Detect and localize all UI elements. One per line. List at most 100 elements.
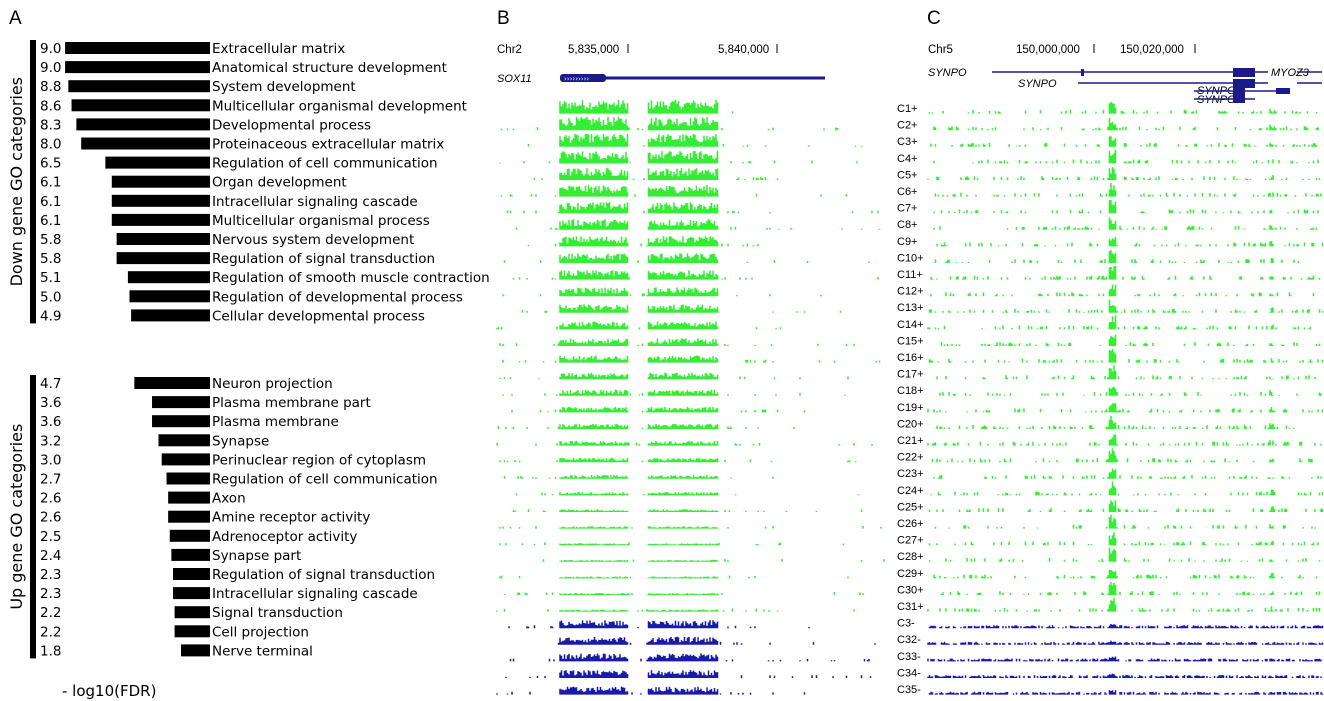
bar [172,568,210,580]
bar [174,625,210,638]
bar [116,252,210,265]
category-label: Regulation of cell communication [212,156,438,172]
coverage-track-plus [502,389,846,396]
bar [172,587,210,600]
value-label: 5.1 [40,270,61,286]
coverage-track-plus [511,406,806,413]
gene-label-c-2: SYNPO [1018,78,1057,90]
coverage-track-plus [497,423,795,429]
value-label: 6.1 [40,175,61,191]
bar [71,99,210,112]
coverage-track-plus [503,592,864,595]
coverage-track-minus [496,686,806,695]
gene-exon-c-2 [1081,69,1084,76]
coverage-track-plus [933,149,1319,164]
category-label: Anatomical structure development [212,60,447,76]
gene-label-b: SOX11 [497,73,532,85]
coverage-track-plus [503,475,774,479]
track-label: C13+ [897,302,924,314]
coverage-track-plus [930,265,1321,280]
coverage-track-plus [940,582,1321,595]
track-label: C30+ [897,584,924,596]
group-bracket [30,40,36,324]
bar [65,61,210,74]
category-label: Synapse [212,433,269,449]
coverage-track-plus [939,386,1322,396]
tick-label-b-2: 5,840,000 [718,44,769,56]
category-label: Multicellular organismal development [212,98,467,114]
group-title: Down gene GO categories [7,77,26,286]
coverage-track-minus [928,624,1324,629]
coverage-track-plus [936,236,1324,247]
bar [152,415,210,428]
track-label: C9+ [897,236,918,248]
panel-b-tracks [496,99,885,695]
coverage-track-plus [542,558,885,562]
bar [111,213,210,226]
track-label: C5+ [897,169,918,181]
coverage-track-plus [933,200,1319,214]
track-label: C31+ [897,601,924,613]
gene-exon-c-6 [1233,95,1245,103]
panel-c-header: Chr5 150,000,000 150,020,000 SYNPO MYOZ3… [928,44,1322,106]
category-label: Intracellular signaling cascade [212,586,418,602]
category-label: Signal transduction [212,605,343,621]
coverage-track-plus [928,299,1324,313]
panel-b-header: Chr2 5,835,000 5,840,000 SOX11 ››››››››› [497,44,825,85]
gene-label-c-left: SYNPO [928,67,967,79]
value-label: 9.0 [40,41,61,57]
coverage-track-plus [928,101,1318,114]
coverage-track-plus [928,500,1324,512]
bar [168,510,210,523]
category-label: Developmental process [212,117,371,133]
track-label: C29+ [897,568,924,580]
track-label: C8+ [897,219,918,231]
value-label: 6.1 [40,213,61,229]
coverage-track-plus [499,151,858,164]
category-label: Axon [212,491,246,507]
coverage-track-plus [927,434,1322,446]
coverage-track-plus [502,287,822,297]
track-label: C24+ [897,485,924,497]
coverage-track-minus [505,670,872,678]
bar [181,644,210,657]
value-label: 2.2 [40,624,61,640]
track-label: C34- [897,667,921,679]
coverage-track-plus [933,569,1318,579]
coverage-track-plus [533,168,779,180]
category-label: Intracellular signaling cascade [212,194,418,210]
value-label: 2.4 [40,548,61,564]
group-title: Up gene GO categories [7,424,26,610]
value-label: 5.0 [40,289,61,305]
panel-c-track-labels: C1+ C2+ C3+ C4+ C5+ C6+ C7+ C8+ C9+ C10+ C11+ C12+ C… [897,103,924,696]
bar [134,377,210,389]
coverage-track-plus [502,355,881,363]
bar [152,396,210,409]
category-label: System development [212,79,356,95]
coverage-track-plus [559,99,734,114]
track-label: C23+ [897,468,924,480]
coverage-track-plus [934,250,1300,263]
track-label: C14+ [897,319,924,331]
coverage-track-plus [927,167,1321,180]
panel-b-label: B [497,8,510,29]
track-label: C27+ [897,535,924,547]
gene-label-c-myoz3: MYOZ3 [1271,67,1310,79]
coverage-track-plus [928,547,1321,562]
gene-strand-arrows-b: ››››››››› [564,75,589,83]
coverage-track-plus [940,334,1321,346]
coverage-track-plus [496,608,855,612]
value-label: 3.0 [40,452,61,468]
bar [81,137,210,150]
track-label: C12+ [897,286,924,298]
coverage-track-minus [927,656,1322,662]
value-label: 8.8 [40,79,61,95]
value-label: 2.3 [40,586,61,602]
category-label: Nervous system development [212,232,414,248]
coverage-track-plus [527,133,863,147]
coverage-track-plus [503,253,870,263]
coverage-track-plus [936,415,1295,429]
bar [169,529,210,542]
tick-label-b-1: 5,835,000 [568,44,619,56]
